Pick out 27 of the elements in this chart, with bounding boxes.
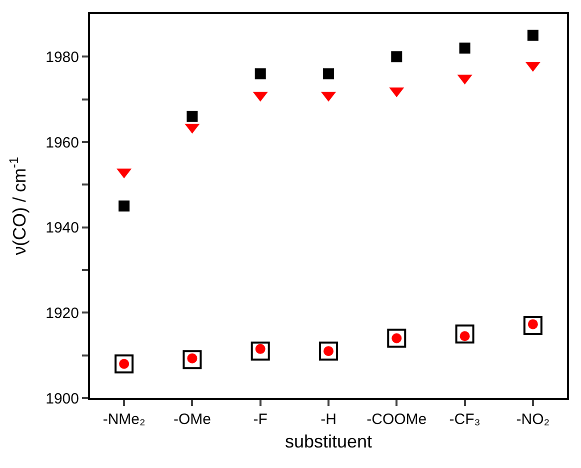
x-tick-label: -NO₂ bbox=[516, 411, 550, 428]
y-tick-label: 1960 bbox=[46, 134, 79, 152]
point bbox=[323, 68, 334, 80]
point bbox=[387, 328, 406, 348]
point bbox=[459, 42, 470, 54]
y-tick-label: 1940 bbox=[46, 220, 79, 237]
x-tick-label: -NMe₂ bbox=[102, 411, 146, 428]
point bbox=[319, 342, 338, 361]
point bbox=[254, 68, 266, 80]
y-tick-label: 1920 bbox=[46, 304, 79, 322]
x-tick-label: -COOMe bbox=[366, 411, 427, 428]
point bbox=[523, 316, 542, 335]
y-tick-label: 1900 bbox=[46, 390, 79, 408]
point bbox=[186, 110, 198, 122]
x-tick-label: -CF₃ bbox=[449, 411, 480, 428]
point bbox=[391, 51, 402, 62]
point bbox=[250, 342, 270, 361]
point bbox=[114, 354, 134, 374]
point bbox=[455, 324, 474, 344]
x-axis-title: substituent bbox=[284, 432, 372, 452]
point bbox=[527, 30, 538, 41]
x-tick-label: -OMe bbox=[173, 411, 211, 428]
x-tick-label: -H bbox=[320, 411, 336, 428]
point bbox=[182, 350, 202, 370]
x-tick-label: -F bbox=[253, 411, 268, 428]
point bbox=[118, 200, 130, 212]
y-tick-label: 1980 bbox=[46, 48, 79, 66]
